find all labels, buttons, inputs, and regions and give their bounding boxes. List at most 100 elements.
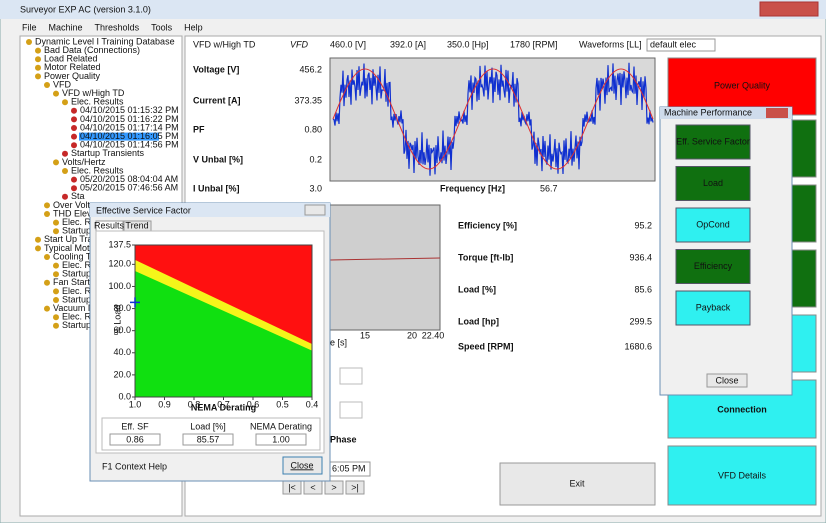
reading-value: 3.0 [309,183,322,193]
tree-label[interactable]: Elec. R [62,217,92,227]
tree-label[interactable]: Vacuum Mo [53,303,100,313]
nav-button[interactable] [345,480,365,495]
waveform-select-text: default elec [650,39,697,49]
tree-label[interactable]: Power Quality [44,71,101,81]
reading-label: I Unbal [%] [193,183,240,193]
tree-icon [35,64,41,71]
nav-button[interactable] [324,480,344,495]
tree-label[interactable]: Elec. Results [71,165,124,175]
side-button[interactable] [667,57,817,116]
esf-tab-label: Results [94,220,125,230]
tree-icon [71,142,77,149]
reading-label: Voltage [V] [193,64,239,74]
field-box [255,433,307,446]
rated-value: 1780 [RPM] [510,39,558,49]
tree-label[interactable]: Elec. Results [71,97,124,107]
tree-label[interactable]: 05/20/2015 08:04:04 AM [80,174,178,184]
tree-label[interactable]: Over Volta [53,200,95,210]
tree-label[interactable]: VFD [53,79,72,89]
x-tick-label: 0.9 [158,399,171,409]
mp-button[interactable] [675,249,751,284]
mp-close[interactable] [706,373,748,388]
waveform-label: Waveforms [LL] [579,39,642,49]
tree-icon [53,228,59,235]
time-trace [329,257,441,261]
field-box [182,433,234,446]
tree-label[interactable]: Startup [62,294,91,304]
mp-button[interactable] [675,290,751,326]
waveform-voltage [332,68,654,170]
reading-label: Current [A] [193,95,241,105]
select-b[interactable] [339,401,363,419]
tree-label[interactable]: Start Up Transie [44,234,109,244]
tree-label[interactable]: THD Eleva [53,208,97,218]
reading-value: 456.2 [299,64,322,74]
nav-label: < [310,482,315,492]
tree-label[interactable]: Volts/Hertz [62,157,106,167]
tree-label[interactable]: 04/10/2015 01:17:14 PM [80,122,179,132]
tree-label[interactable]: Startup [62,226,91,236]
tree-label[interactable]: Startup Transients [71,148,145,158]
tree-label[interactable]: Motor Related [44,62,101,72]
tree-icon [53,219,59,226]
tree-label[interactable]: 05/20/2015 07:46:56 AM [80,183,178,193]
y-tick-label: 120.0 [108,259,131,269]
reading-value: 936.4 [629,252,652,262]
y-tick-label: 40.0 [113,347,131,357]
mp-button-label: Load [703,178,723,188]
tree-label[interactable]: Elec. R [62,286,92,296]
exit-button[interactable] [499,462,656,506]
mp-button-label: Payback [696,302,731,312]
time-plot [329,204,441,331]
tree-label[interactable]: Sta [71,191,85,201]
select-a[interactable] [339,367,363,385]
tree-label[interactable]: Load Related [44,54,98,64]
tree-label[interactable]: Dynamic Level I Training Database [35,36,175,46]
tree-icon [53,262,59,269]
mp-close-x[interactable] [766,108,788,118]
tree-icon [71,185,77,192]
rated-value: 350.0 [Hp] [447,39,489,49]
mp-button[interactable] [675,166,751,201]
mp-close-label: Close [715,375,738,385]
tree-label[interactable]: Typical Motors [44,243,103,253]
tree-label[interactable]: 04/10/2015 01:15:32 PM [80,105,179,115]
window-close[interactable] [759,1,819,17]
field-box [109,433,161,446]
esf-close-x[interactable] [304,204,326,216]
reading-value: 299.5 [629,316,652,326]
x-tick-label: 1.0 [129,399,142,409]
nav-label: > [331,482,336,492]
side-button[interactable] [667,445,817,506]
reading-label: Efficiency [%] [458,220,517,230]
field-value: 1.00 [272,434,290,444]
y-tick-label: 60.0 [113,325,131,335]
tree-label[interactable]: Elec. R [62,312,92,322]
machine-name: VFD w/High TD [193,39,256,49]
chart-safe-zone [135,270,312,397]
mp-button[interactable] [675,124,751,160]
tree-label[interactable]: 04/10/2015 01:16:22 PM [80,114,179,124]
tree-icon [53,288,59,295]
tree-label[interactable]: Startup [62,269,91,279]
tree-label[interactable]: Fan Start H [53,277,99,287]
tree-label[interactable]: Startup [62,320,91,330]
tree-label[interactable]: 04/10/2015 01:16:05 PM [80,131,179,141]
time-axis-label: e [s] [330,337,347,347]
waveform-select[interactable] [646,38,716,52]
tree-icon [35,56,41,63]
menu-item: Machine [49,22,83,32]
tree-label[interactable]: 04/10/2015 01:14:56 PM [80,140,179,150]
tree-icon [26,39,32,45]
mp-button[interactable] [675,207,751,243]
reading-label: PF [193,124,205,134]
tree-label[interactable]: Cooling Tow [53,251,102,261]
tree-label[interactable]: Elec. R [62,260,92,270]
esf-close[interactable] [282,456,323,475]
x-tick-label: 0.5 [276,399,289,409]
tree-label[interactable]: Bad Data (Connections) [44,45,140,55]
tree-label[interactable]: VFD w/High TD [62,88,125,98]
tree-icon [71,133,77,140]
x-axis-label: NEMA Derating [191,402,256,412]
